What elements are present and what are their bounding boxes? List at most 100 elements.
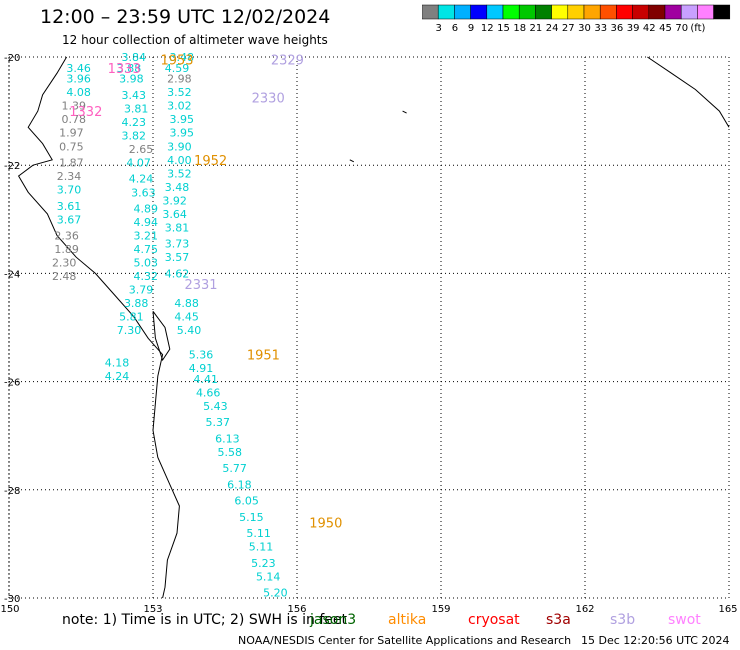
legend-cryosat: cryosat <box>468 612 520 628</box>
wave-height-label: 3.96 <box>66 73 91 86</box>
wave-height-label: 4.23 <box>122 116 147 129</box>
generated-timestamp: 15 Dec 12:20:56 UTC 2024 <box>581 634 730 647</box>
wave-height-label: 4.08 <box>66 86 91 99</box>
wave-height-label: 5.40 <box>177 324 202 337</box>
legend-swot: swot <box>668 612 701 628</box>
wave-height-label: 3.67 <box>57 213 82 226</box>
colorbar-tick-label: 12 <box>481 23 494 34</box>
wave-height-label: 5.15 <box>239 511 264 524</box>
colorbar-tick-label: 9 <box>468 23 474 34</box>
legend-jason3: jason3 <box>310 612 357 628</box>
wave-height-label: 3.95 <box>170 127 195 140</box>
reef-islet <box>402 110 407 114</box>
lat-tick-label: -26 <box>4 378 20 389</box>
wave-height-label: 1.39 <box>62 100 87 113</box>
wave-height-label: 2.36 <box>54 230 79 243</box>
wave-height-label: 5.81 <box>119 311 144 324</box>
wave-height-label: 2.98 <box>167 73 192 86</box>
lon-tick-label: 150 <box>0 604 19 615</box>
wave-height-label: 3.21 <box>134 230 159 243</box>
colorbar-tick-label: 30 <box>578 23 591 34</box>
lat-tick-label: -28 <box>4 486 20 497</box>
track-number-label: 1950 <box>309 516 342 531</box>
track-number-label: 1953 <box>160 54 193 69</box>
wave-height-label: 3.73 <box>165 238 190 251</box>
map-frame <box>8 56 730 599</box>
fraser-island <box>152 311 171 362</box>
colorbar-tick-label: 21 <box>530 23 543 34</box>
colorbar-tick-label: 45 <box>659 23 672 34</box>
wave-height-label: 0.75 <box>59 140 84 153</box>
track-number-label: 1332 <box>69 105 102 120</box>
wave-height-label: 4.59 <box>165 62 190 75</box>
map-subtitle: 12 hour collection of altimeter wave hei… <box>62 33 328 47</box>
colorbar-tick-label: 27 <box>562 23 575 34</box>
wave-height-label: 5.03 <box>134 257 159 270</box>
wave-height-label: 4.24 <box>129 173 154 186</box>
wave-height-label: 3.90 <box>167 140 192 153</box>
wave-height-label: 4.75 <box>134 243 159 256</box>
wave-height-label: 2.30 <box>52 257 77 270</box>
wave-height-label: 5.23 <box>251 557 276 570</box>
wave-height-label: 4.41 <box>194 373 219 386</box>
wave-height-label: 3.95 <box>170 113 195 126</box>
wave-height-label: 6.05 <box>234 495 259 508</box>
wave-height-label: 5.11 <box>246 527 271 540</box>
legend-altika: altika <box>388 612 427 628</box>
reef-islet <box>349 159 355 163</box>
track-number-label: 1333 <box>108 62 141 77</box>
wave-height-label: 3.64 <box>162 208 187 221</box>
colorbar-tick-label: 36 <box>611 23 624 34</box>
wave-height-label: 4.07 <box>126 156 151 169</box>
wave-height-label: 3.82 <box>122 129 147 142</box>
colorbar-tick-label: 70 <box>675 23 688 34</box>
map-title: 12:00 – 23:59 UTC 12/02/2024 <box>40 6 331 28</box>
wave-height-label: 3.02 <box>167 100 192 113</box>
wave-height-label: 6.18 <box>227 478 252 491</box>
australia-coastline <box>17 56 180 599</box>
wave-height-label: 5.58 <box>218 446 243 459</box>
wave-height-label: 1.97 <box>59 127 84 140</box>
wave-height-label: 3.46 <box>66 62 91 75</box>
wave-height-label: 5.36 <box>189 349 214 362</box>
colorbar-tick-label: 18 <box>513 23 526 34</box>
track-number-label: 1951 <box>247 349 280 364</box>
lat-tick-label: -22 <box>4 161 20 172</box>
colorbar-tick-label: 3 <box>436 23 442 34</box>
wave-height-label: 6.13 <box>215 432 240 445</box>
colorbar-tick-label: 15 <box>497 23 510 34</box>
wave-height-label: 3.81 <box>165 221 190 234</box>
track-number-label: 2331 <box>184 278 217 293</box>
track-number-label: 2329 <box>271 54 304 69</box>
wave-height-label: 4.18 <box>105 357 130 370</box>
colorbar-tick-label: 24 <box>546 23 559 34</box>
wave-height-label: 4.89 <box>134 202 159 215</box>
lat-tick-label: -24 <box>4 269 20 280</box>
wave-height-label: 4.94 <box>134 216 159 229</box>
credit-text: NOAA/NESDIS Center for Satellite Applica… <box>238 634 572 647</box>
wave-height-colorbar: 3 6 9 12 15 18 21 24 27 30 33 36 39 42 45 70 (ft) <box>422 4 731 34</box>
wave-height-label: 4.62 <box>165 267 190 280</box>
lon-tick-label: 156 <box>287 604 306 615</box>
wave-height-label: 5.77 <box>222 462 247 475</box>
track-number-label: 1952 <box>194 154 227 169</box>
wave-height-label: 1.89 <box>54 243 79 256</box>
wave-height-label: 3.52 <box>167 86 192 99</box>
legend-s3b: s3b <box>610 612 636 628</box>
lat-tick-label: -20 <box>4 53 20 64</box>
wave-height-label: 5.14 <box>256 570 281 583</box>
wave-height-label: 3.48 <box>170 51 195 64</box>
wave-height-label: 0.78 <box>62 113 87 126</box>
wave-height-label: 4.88 <box>174 297 199 310</box>
wave-height-label: 2.65 <box>129 143 154 156</box>
colorbar-tick-label: (ft) <box>690 23 705 34</box>
wave-height-label: 3.43 <box>122 89 147 102</box>
wave-height-label: 4.24 <box>105 370 130 383</box>
track-number-label: 2330 <box>252 92 285 107</box>
lon-tick-label: 159 <box>431 604 450 615</box>
wave-height-label: 3.84 <box>122 51 147 64</box>
wave-height-label: 3.57 <box>165 251 190 264</box>
wave-height-label: 4.00 <box>167 154 192 167</box>
wave-height-label: 3.88 <box>117 62 142 75</box>
wave-height-label: 3.61 <box>57 200 82 213</box>
